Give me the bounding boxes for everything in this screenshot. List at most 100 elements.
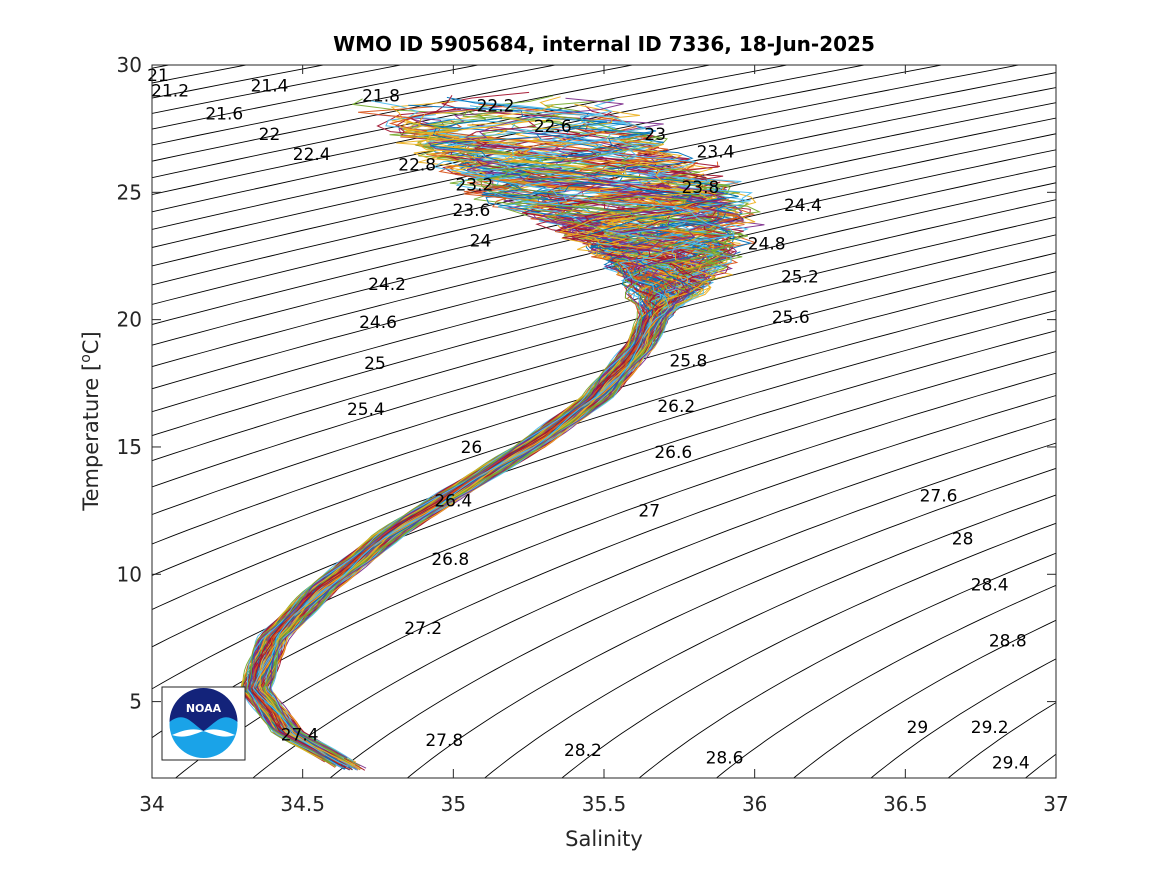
profile-lines <box>239 91 765 771</box>
profile-line <box>269 157 745 759</box>
density-label: 28.2 <box>564 741 602 761</box>
density-label: 27 <box>638 502 660 522</box>
y-tick-label: 30 <box>117 53 142 77</box>
x-tick-label: 35 <box>441 792 466 816</box>
isopycnal-line <box>152 271 1056 545</box>
profile-line <box>259 113 717 771</box>
isopycnal-line <box>638 552 1056 778</box>
y-axis: 5 10 15 20 25 30 <box>117 53 1056 714</box>
density-label: 27.2 <box>404 619 442 639</box>
density-label: 26.4 <box>434 491 472 511</box>
density-label: 21.2 <box>151 82 189 102</box>
density-label: 23 <box>644 125 666 145</box>
density-label: 28.4 <box>971 576 1009 596</box>
x-axis: 34 34.5 35 35.5 36 36.5 37 <box>139 65 1069 816</box>
density-label: 29.2 <box>971 718 1009 738</box>
x-axis-label: Salinity <box>565 827 643 851</box>
isopycnal-line <box>152 65 635 162</box>
profile-line <box>264 119 753 759</box>
y-tick-label: 5 <box>129 690 142 714</box>
profile-line <box>241 125 716 760</box>
isopycnal-line <box>483 494 1056 778</box>
density-label: 27.8 <box>425 731 463 751</box>
density-label: 25.8 <box>669 351 707 371</box>
density-label: 22.8 <box>398 155 436 175</box>
density-label: 24.4 <box>784 196 822 216</box>
density-label: 23.4 <box>697 143 735 163</box>
density-label: 21.6 <box>205 104 243 124</box>
x-tick-label: 37 <box>1043 792 1068 816</box>
density-label: 28.6 <box>706 749 744 769</box>
density-label: 22.6 <box>534 117 572 137</box>
density-label: 21 <box>147 66 169 86</box>
profile-line <box>246 157 732 764</box>
density-label: 29.4 <box>992 754 1030 774</box>
density-label: 27.6 <box>920 486 958 506</box>
isopycnal-line <box>152 102 1056 305</box>
isopycnal-line <box>252 418 1056 778</box>
isopycnal-line <box>152 199 1056 437</box>
isopycnal-line <box>152 65 790 196</box>
profile-line <box>246 134 735 769</box>
noaa-logo: NOAA <box>161 686 246 761</box>
density-label: 25.2 <box>781 267 819 287</box>
x-tick-label: 36.5 <box>883 792 928 816</box>
x-tick-label: 34 <box>139 792 164 816</box>
isopycnal-line <box>152 87 1056 286</box>
density-label: 23.6 <box>452 201 490 221</box>
logo-text: NOAA <box>186 702 222 715</box>
isopycnal-line <box>152 234 1056 488</box>
density-label: 24 <box>470 232 492 252</box>
chart-title: WMO ID 5905684, internal ID 7336, 18-Jun… <box>333 32 875 56</box>
isopycnal-line <box>152 216 1056 462</box>
isopycnal-line <box>329 442 1056 778</box>
y-tick-label: 15 <box>117 435 142 459</box>
density-label: 26 <box>461 438 483 458</box>
profile-line <box>263 154 729 761</box>
isopycnal-line <box>870 658 1056 778</box>
y-tick-label: 20 <box>117 308 142 332</box>
density-label: 24.8 <box>748 234 786 254</box>
isopycnal-line <box>793 619 1056 778</box>
density-label: 22.2 <box>477 97 515 117</box>
density-label: 26.8 <box>431 550 469 570</box>
density-label: 23.2 <box>455 176 493 196</box>
density-label: 28.8 <box>989 632 1027 652</box>
y-axis-label: Temperature [oC] <box>78 331 103 511</box>
y-tick-label: 25 <box>117 180 142 204</box>
density-label: 27.4 <box>281 726 319 746</box>
isopycnal-line <box>152 117 1056 325</box>
density-label: 24.2 <box>368 275 406 295</box>
density-label: 25.6 <box>772 308 810 328</box>
isopycnal-line <box>152 65 712 179</box>
isopycnal-line <box>406 467 1056 778</box>
isopycnal-line <box>715 584 1056 778</box>
isopycnal-line <box>152 149 1056 368</box>
density-label: 26.2 <box>657 397 695 417</box>
isopycnal-line <box>152 351 1056 690</box>
isopycnal-line <box>152 309 1056 610</box>
profile-line <box>262 239 743 767</box>
density-label: 22.4 <box>293 145 331 165</box>
density-label: 28 <box>952 530 974 550</box>
profile-line <box>254 256 680 762</box>
x-tick-label: 36 <box>742 792 767 816</box>
y-tick-label: 10 <box>117 562 142 586</box>
profile-line <box>253 198 744 765</box>
profile-line <box>254 117 739 769</box>
isopycnal-line <box>152 252 1056 516</box>
x-tick-label: 34.5 <box>280 792 325 816</box>
isopycnal-line <box>152 133 1056 346</box>
density-label: 23.8 <box>681 178 719 198</box>
density-label: 21.8 <box>362 87 400 107</box>
density-label: 29 <box>907 718 929 738</box>
density-label: 25.4 <box>347 400 385 420</box>
density-label: 22 <box>259 125 281 145</box>
x-tick-label: 35.5 <box>582 792 627 816</box>
isopycnal-line <box>947 702 1056 778</box>
isopycnal-line <box>152 65 1021 248</box>
density-label: 24.6 <box>359 313 397 333</box>
logo-wave-icon <box>172 729 235 737</box>
density-label: 21.4 <box>251 76 289 96</box>
